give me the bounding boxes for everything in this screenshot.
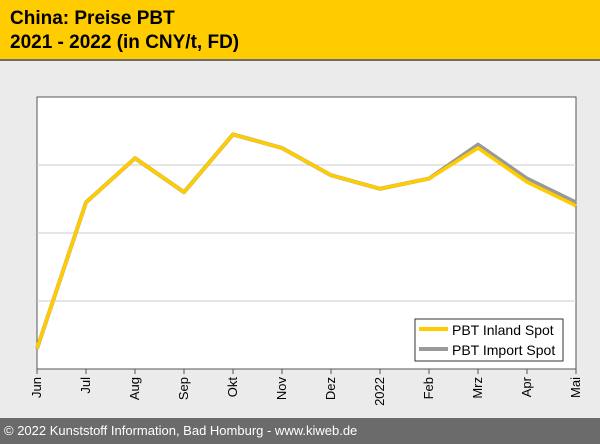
x-tick-label: Aug bbox=[127, 377, 142, 400]
x-tick-label: Mai bbox=[568, 377, 583, 398]
x-tick-label: Jul bbox=[78, 377, 93, 394]
x-tick-label: Jun bbox=[29, 377, 44, 398]
legend-label-inland: PBT Inland Spot bbox=[452, 322, 554, 338]
series-lines bbox=[35, 132, 577, 350]
series-line-inland bbox=[35, 132, 577, 350]
title-line-2: 2021 - 2022 (in CNY/t, FD) bbox=[10, 32, 240, 53]
chart-area: Jun Jul Aug Sep Okt Nov Dez 2022 Feb Mrz Apr Mai PB… bbox=[0, 61, 600, 418]
x-tick-label: Dez bbox=[323, 377, 338, 400]
x-axis-ticks bbox=[36, 369, 577, 374]
x-tick-label: Nov bbox=[274, 377, 289, 401]
x-tick-label: Sep bbox=[176, 377, 191, 400]
x-tick-label: Apr bbox=[519, 376, 534, 397]
copyright-text: © 2022 Kunststoff Information, Bad Hombu… bbox=[4, 423, 358, 438]
x-axis-labels: Jun Jul Aug Sep Okt Nov Dez 2022 Feb Mrz Apr Mai bbox=[29, 376, 583, 406]
title-line-1: China: Preise PBT bbox=[10, 8, 175, 29]
header-bar: China: Preise PBT 2021 - 2022 (in CNY/t,… bbox=[0, 0, 600, 61]
line-chart: Jun Jul Aug Sep Okt Nov Dez 2022 Feb Mrz Apr Mai PB… bbox=[29, 96, 583, 406]
footer-bar: © 2022 Kunststoff Information, Bad Hombu… bbox=[0, 418, 600, 444]
legend: PBT Inland Spot PBT Import Spot bbox=[414, 318, 564, 362]
x-tick-label: Feb bbox=[421, 377, 436, 399]
x-tick-label: 2022 bbox=[372, 377, 387, 406]
legend-label-import: PBT Import Spot bbox=[452, 342, 555, 358]
x-tick-label: Okt bbox=[225, 377, 240, 398]
chart-title: China: Preise PBT 2021 - 2022 (in CNY/t,… bbox=[10, 7, 239, 55]
legend-box bbox=[414, 318, 564, 362]
x-tick-label: Mrz bbox=[470, 377, 485, 399]
